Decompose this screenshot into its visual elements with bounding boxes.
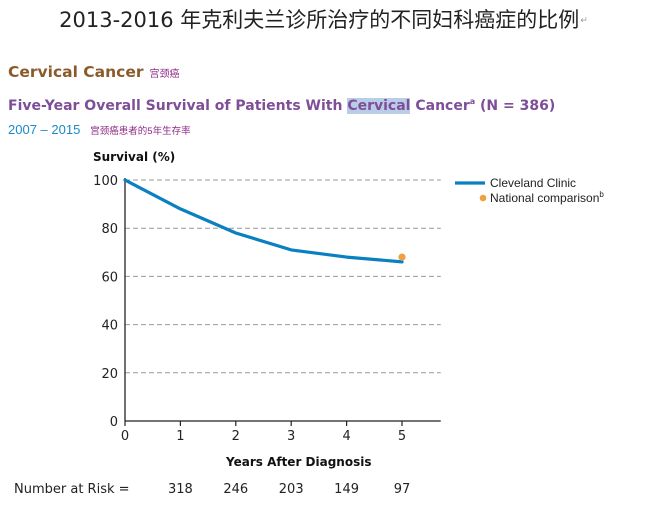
chart-subtitle: Five-Year Overall Survival of Patients W…	[8, 97, 555, 114]
tick-labels: 0 20 40 60 80 100 0 1 2 3 4 5 Survival (%) Years Afte…	[93, 150, 406, 469]
section-title-text: Cervical Cancer	[8, 63, 144, 81]
y-tick-label-100: 100	[93, 174, 118, 189]
series-lines	[123, 178, 404, 264]
subtitle-prefix: Five-Year Overall Survival of Patients W…	[8, 98, 348, 114]
comparison-points	[398, 253, 406, 261]
x-tick-label-4: 4	[342, 429, 350, 444]
number-at-risk-label: Number at Risk =	[14, 482, 130, 497]
x-tick-label-3: 3	[287, 429, 295, 444]
y-tick-label-60: 60	[101, 270, 118, 285]
chart-axes	[124, 178, 441, 426]
x-axis-title: Years After Diagnosis	[225, 455, 372, 469]
subtitle-footnote-a: a	[469, 97, 476, 106]
comparison-point-0	[398, 253, 406, 261]
legend-label-0: Cleveland Clinic	[490, 176, 576, 190]
subtitle-cancer: Cancer	[410, 98, 470, 114]
section-title: Cervical Cancer 宫颈癌	[8, 63, 180, 81]
legend-swatch-dot-0	[479, 194, 487, 202]
number-at-risk-value-2: 203	[279, 482, 304, 497]
document-title: 2013-2016 年克利夫兰诊所治疗的不同妇科癌症的比例↵	[0, 4, 647, 34]
year-range-text: 2007 – 2015	[8, 122, 81, 137]
document-title-text: 2013-2016 年克利夫兰诊所治疗的不同妇科癌症的比例	[59, 8, 580, 32]
number-at-risk-value-1: 246	[223, 482, 248, 497]
paragraph-return-mark: ↵	[580, 16, 588, 26]
x-tick-label-0: 0	[121, 429, 129, 444]
y-tick-label-40: 40	[101, 319, 118, 334]
x-tick-label-5: 5	[398, 429, 406, 444]
subtitle-highlight[interactable]: Cervical	[347, 98, 411, 114]
year-range: 2007 – 2015 宫颈癌患者的5年生存率	[8, 122, 191, 137]
x-tick-label-2: 2	[232, 429, 240, 444]
grid-lines	[125, 179, 441, 374]
y-tick-label-0: 0	[110, 415, 118, 430]
y-tick-label-20: 20	[101, 367, 118, 382]
legend-footnote-b: b	[599, 190, 604, 199]
year-range-cn: 宫颈癌患者的5年生存率	[90, 126, 191, 137]
number-at-risk: Number at Risk = 318 246 203 149 97	[14, 482, 410, 497]
y-tick-label-80: 80	[101, 222, 118, 237]
x-tick-label-1: 1	[176, 429, 184, 444]
section-title-cn: 宫颈癌	[149, 69, 180, 80]
y-axis-title: Survival (%)	[93, 150, 175, 164]
series-line-0	[123, 178, 404, 264]
number-at-risk-value-3: 149	[334, 482, 359, 497]
number-at-risk-value-0: 318	[168, 482, 193, 497]
legend-dot-label-0: National comparisonb	[490, 190, 604, 205]
number-at-risk-value-4: 97	[394, 482, 411, 497]
subtitle-suffix: (N = 386)	[475, 98, 556, 114]
